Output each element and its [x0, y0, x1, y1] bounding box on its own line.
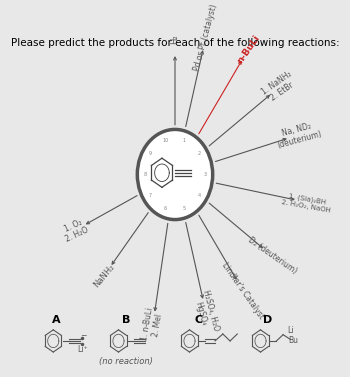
- Text: Na, ND₂
(deuterium): Na, ND₂ (deuterium): [273, 120, 323, 150]
- Text: 8: 8: [143, 172, 146, 177]
- Text: D₂ (deuterium): D₂ (deuterium): [246, 236, 299, 276]
- Text: 1. n-BuLi
2. MeI: 1. n-BuLi 2. MeI: [140, 307, 165, 343]
- Text: 2: 2: [198, 151, 201, 156]
- Text: 1. O₂
2. H₂O: 1. O₂ 2. H₂O: [60, 216, 90, 244]
- Text: Li: Li: [288, 326, 294, 335]
- Text: 1. NaNH₂
2. EtBr: 1. NaNH₂ 2. EtBr: [260, 69, 299, 105]
- Circle shape: [137, 129, 213, 219]
- Text: 7: 7: [149, 193, 152, 198]
- Text: −: −: [80, 331, 87, 340]
- Text: Li⁺: Li⁺: [77, 345, 88, 354]
- Text: 1: 1: [183, 138, 186, 143]
- Text: Please predict the products for each of the following reactions:: Please predict the products for each of …: [11, 38, 339, 48]
- Text: 6: 6: [164, 206, 167, 211]
- Text: H₂SO₄, H₂O
HgSO₄: H₂SO₄, H₂O HgSO₄: [191, 289, 220, 335]
- Text: 9: 9: [149, 151, 152, 156]
- Text: 3: 3: [204, 172, 207, 177]
- Text: B: B: [121, 315, 130, 325]
- Text: 10: 10: [162, 138, 169, 143]
- Text: D: D: [263, 315, 272, 325]
- Text: (no reaction): (no reaction): [99, 357, 153, 366]
- Text: 1. (Sia)₂BH
2. H₂O₂, NaOH: 1. (Sia)₂BH 2. H₂O₂, NaOH: [281, 191, 332, 213]
- Text: A: A: [52, 315, 61, 325]
- Text: n-BuLi: n-BuLi: [235, 34, 261, 65]
- Text: Pd or Pt (catalyst): Pd or Pt (catalyst): [193, 3, 219, 72]
- Text: Lindlar's Catalyst: Lindlar's Catalyst: [220, 261, 266, 321]
- Text: 5: 5: [183, 206, 186, 211]
- Text: 4: 4: [198, 193, 201, 198]
- Text: C: C: [194, 315, 202, 325]
- Text: Bu: Bu: [288, 336, 298, 345]
- Text: H₂: H₂: [170, 34, 180, 44]
- Text: NaNH₂: NaNH₂: [92, 262, 117, 289]
